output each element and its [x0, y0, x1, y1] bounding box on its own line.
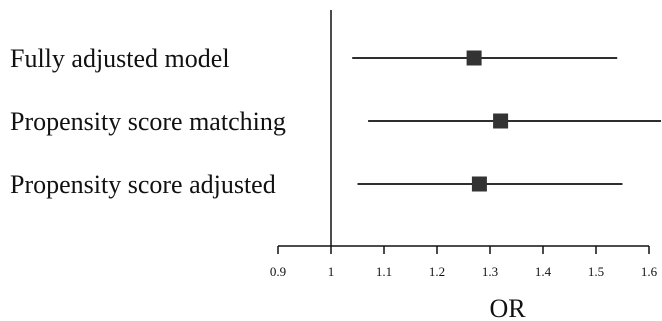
x-tick-label: 1.1 [376, 264, 392, 279]
x-tick-label: 1.5 [588, 264, 604, 279]
x-tick-label: 1 [328, 264, 335, 279]
row-labels: Fully adjusted model Propensity score mat… [10, 44, 286, 199]
row-label: Propensity score adjusted [10, 170, 276, 199]
point-marker [471, 176, 487, 192]
x-axis-title: OR [489, 294, 526, 321]
x-tick-label: 0.9 [270, 264, 286, 279]
row-label: Fully adjusted model [10, 44, 230, 73]
row-label: Propensity score matching [10, 107, 286, 136]
x-tick-label: 1.4 [535, 264, 552, 279]
x-tick-label: 1.2 [429, 264, 445, 279]
x-tick-label: 1.6 [641, 264, 658, 279]
ci-lines [352, 57, 661, 185]
x-ticks [277, 246, 650, 254]
point-marker [466, 50, 482, 66]
x-tick-labels: 0.9 1 1.1 1.2 1.3 1.4 1.5 1.6 [270, 264, 658, 279]
x-tick-label: 1.3 [482, 264, 498, 279]
point-markers [466, 50, 509, 192]
point-marker [493, 113, 509, 129]
